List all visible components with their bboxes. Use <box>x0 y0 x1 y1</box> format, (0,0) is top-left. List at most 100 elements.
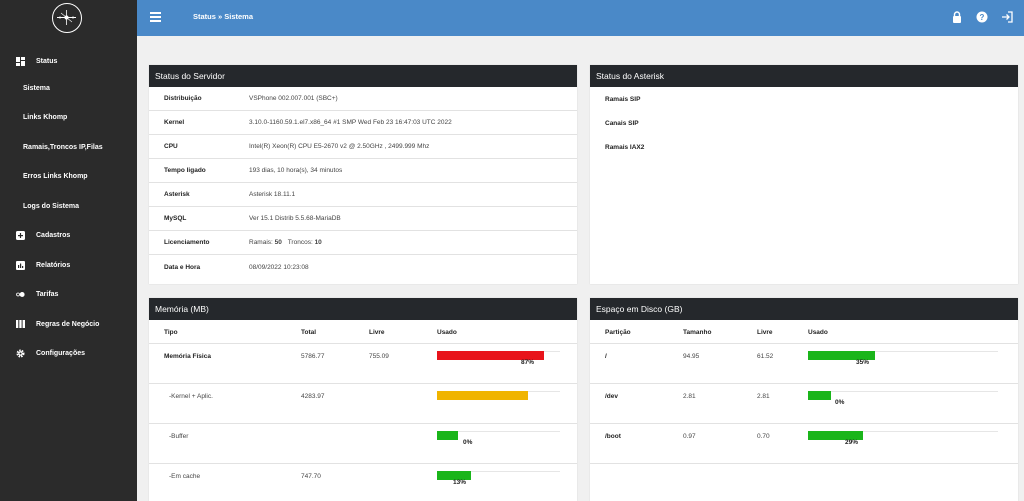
usage-percent: 29% <box>845 439 859 446</box>
asterisk-key: Ramais SIP <box>605 95 641 103</box>
disk-free: 61.52 <box>757 353 774 360</box>
logout-icon[interactable] <box>1000 10 1013 23</box>
info-value: VSPhone 002.007.001 (SBC+) <box>249 95 338 102</box>
info-value: Ramais: 50 Troncos: 10 <box>249 239 322 246</box>
info-row: Kernel 3.10.0-1160.59.1.el7.x86_64 #1 SMP… <box>149 111 577 135</box>
asterisk-key: Canais SIP <box>605 119 639 127</box>
usage-percent: 87% <box>521 359 535 366</box>
usage-bar-fill <box>437 391 528 400</box>
sidebar-item-label: Links Khomp <box>23 113 68 121</box>
info-key: Asterisk <box>164 191 190 198</box>
usage-bar-fill <box>437 471 471 480</box>
license-troncos-value: 10 <box>314 239 322 246</box>
table-row: -Em cache 747.70 13% <box>149 464 577 501</box>
license-ramais-value: 50 <box>274 239 282 246</box>
memory-type: Memória Física <box>164 353 211 360</box>
table-row: -Kernel + Aplic. 4283.97 <box>149 384 577 424</box>
gear-icon <box>16 349 25 358</box>
usage-bar-track <box>437 391 560 400</box>
info-key: CPU <box>164 143 178 150</box>
memory-type: -Em cache <box>169 473 201 480</box>
toggle-icon <box>16 290 25 299</box>
info-value: Intel(R) Xeon(R) CPU E5-2670 v2 @ 2.50GH… <box>249 143 430 150</box>
usage-bar-track <box>437 431 560 440</box>
sidebar-item-relatorios[interactable]: Relatórios <box>0 252 137 278</box>
disk-free: 0.70 <box>757 433 770 440</box>
info-value: 08/09/2022 10:23:08 <box>249 263 309 271</box>
info-key: Kernel <box>164 119 185 126</box>
sidebar-item-tarifas[interactable]: Tarifas <box>0 281 137 307</box>
info-row: Asterisk Asterisk 18.11.1 <box>149 183 577 207</box>
info-value: 193 dias, 10 hora(s), 34 minutos <box>249 167 343 174</box>
column-header: Tipo <box>164 329 178 336</box>
info-value: Ver 15.1 Distrib 5.5.68-MariaDB <box>249 215 341 222</box>
sidebar-item-label: Cadastros <box>36 231 71 239</box>
asterisk-key: Ramais IAX2 <box>605 143 645 151</box>
column-header: Tamanho <box>683 329 712 336</box>
menu-icon[interactable] <box>150 12 161 22</box>
sidebar-item-regras[interactable]: Regras de Negócio <box>0 311 137 337</box>
memory-total: 747.70 <box>301 473 321 480</box>
report-icon <box>16 260 25 270</box>
info-key: Distribuição <box>164 95 202 102</box>
table-row: Memória Física 5786.77 755.09 87% <box>149 344 577 384</box>
sidebar-item-label: Erros Links Khomp <box>23 172 88 180</box>
table-row: /dev 2.81 2.81 0% <box>590 384 1018 424</box>
sidebar-item-cadastros[interactable]: Cadastros <box>0 222 137 248</box>
top-header: Status » Sistema ? <box>137 0 1024 36</box>
memory-type: -Buffer <box>169 433 189 440</box>
memory-card: Memória (MB) Tipo Total Livre Usado Memó… <box>149 298 577 501</box>
help-icon[interactable]: ? <box>975 10 988 23</box>
server-status-card: Status do Servidor Distribuição VSPhone 0… <box>149 65 577 284</box>
column-header: Livre <box>369 329 385 336</box>
card-title: Espaço em Disco (GB) <box>590 298 1018 320</box>
sidebar-item-links-khomp[interactable]: Links Khomp <box>0 104 137 130</box>
column-header: Livre <box>757 329 773 336</box>
sidebar-item-ramais-troncos[interactable]: Ramais,Troncos IP,Filas <box>0 134 137 160</box>
usage-bar-fill <box>808 351 875 360</box>
sidebar-item-sistema[interactable]: Sistema <box>0 75 137 101</box>
logo[interactable] <box>52 3 82 33</box>
card-title: Status do Asterisk <box>590 65 1018 87</box>
lock-icon[interactable] <box>950 10 963 23</box>
usage-bar-track <box>437 471 560 480</box>
dashboard-icon <box>16 56 25 66</box>
sidebar: Status Sistema Links Khomp Ramais,Tronco… <box>0 0 137 501</box>
info-row: CPU Intel(R) Xeon(R) CPU E5-2670 v2 @ 2.5… <box>149 135 577 159</box>
info-value: 3.10.0-1160.59.1.el7.x86_64 #1 SMP Wed F… <box>249 119 452 126</box>
asterisk-row: Ramais SIP <box>590 87 1018 111</box>
memory-type: -Kernel + Aplic. <box>169 393 213 400</box>
usage-percent: 35% <box>856 359 870 366</box>
usage-bar-fill <box>808 391 831 400</box>
info-key: Tempo ligado <box>164 167 206 174</box>
sidebar-item-label: Status <box>36 57 58 65</box>
info-key: Data e Hora <box>164 263 201 271</box>
memory-free: 755.09 <box>369 353 389 360</box>
sidebar-item-status[interactable]: Status <box>0 48 137 74</box>
usage-percent: 0% <box>463 439 473 446</box>
plus-box-icon <box>16 230 25 240</box>
memory-total: 4283.97 <box>301 393 325 400</box>
usage-bar-track <box>808 351 998 360</box>
disk-card: Espaço em Disco (GB) Partição Tamanho Li… <box>590 298 1018 501</box>
disk-partition: / <box>605 353 607 360</box>
sidebar-item-label: Configurações <box>36 349 86 357</box>
sidebar-item-label: Ramais,Troncos IP,Filas <box>23 143 103 151</box>
sidebar-item-label: Relatórios <box>36 261 71 269</box>
info-row: Tempo ligado 193 dias, 10 hora(s), 34 min… <box>149 159 577 183</box>
sidebar-item-configuracoes[interactable]: Configurações <box>0 340 137 366</box>
table-row: /boot 0.97 0.70 29% <box>590 424 1018 464</box>
sidebar-item-logs[interactable]: Logs do Sistema <box>0 193 137 219</box>
info-row: Data e Hora 08/09/2022 10:23:08 <box>149 255 577 279</box>
disk-free: 2.81 <box>757 393 770 400</box>
usage-bar-fill <box>437 351 544 360</box>
sidebar-item-label: Tarifas <box>36 290 59 298</box>
column-header: Usado <box>808 329 828 336</box>
disk-size: 0.97 <box>683 433 696 440</box>
license-troncos-label: Troncos: <box>287 239 313 246</box>
column-header: Total <box>301 329 317 336</box>
sidebar-item-erros-links[interactable]: Erros Links Khomp <box>0 163 137 189</box>
table-header: Partição Tamanho Livre Usado <box>590 320 1018 344</box>
info-key: Licenciamento <box>164 239 210 246</box>
disk-size: 2.81 <box>683 393 696 400</box>
